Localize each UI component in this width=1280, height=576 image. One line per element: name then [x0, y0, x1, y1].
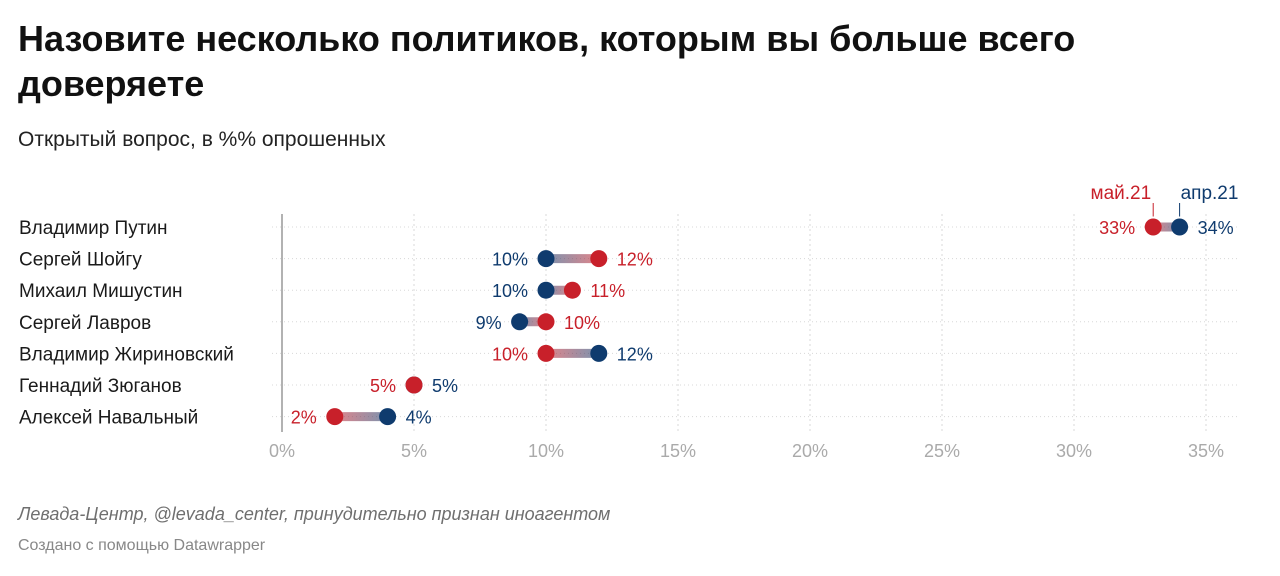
legend-apr: апр.21 [1181, 183, 1239, 204]
dot-may [537, 313, 555, 331]
value-label-apr: 10% [492, 250, 528, 270]
x-tick-label: 0% [269, 441, 295, 461]
dot-may [537, 344, 555, 362]
x-tick-label: 30% [1056, 441, 1092, 461]
dot-apr [590, 344, 608, 362]
category-label: Сергей Лавров [19, 313, 151, 334]
value-label-may: 11% [590, 281, 625, 301]
value-label-apr: 5% [432, 376, 458, 396]
category-label: Михаил Мишустин [19, 281, 183, 302]
dot-apr [537, 281, 555, 299]
dot-may [405, 376, 423, 394]
x-tick-label: 10% [528, 441, 564, 461]
datawrapper-credit: Создано с помощью Datawrapper [18, 537, 266, 554]
source-note: Левада-Центр, @levada_center, принудител… [18, 504, 611, 524]
dot-may [563, 281, 581, 299]
value-label-apr: 12% [617, 344, 653, 364]
x-tick-label: 25% [924, 441, 960, 461]
value-label-apr: 10% [492, 281, 528, 301]
value-label-may: 33% [1099, 218, 1135, 238]
category-label: Геннадий Зюганов [19, 376, 182, 397]
dot-apr [511, 313, 529, 331]
x-tick-label: 35% [1188, 441, 1224, 461]
dot-may [326, 408, 344, 426]
dot-apr [379, 408, 397, 426]
category-label: Сергей Шойгу [19, 250, 142, 271]
x-tick-label: 5% [401, 441, 427, 461]
dot-may [590, 250, 608, 268]
category-label: Алексей Навальный [19, 408, 198, 429]
value-label-may: 10% [564, 313, 600, 333]
value-label-may: 10% [492, 344, 528, 364]
dot-apr [1171, 218, 1189, 236]
legend-may: май.21 [1091, 183, 1152, 204]
dot-range-chart: 0% 5% 10% 15% 20% 25% 30% 35% Владимир Путин Серг… [19, 183, 1240, 461]
value-label-apr: 34% [1198, 218, 1234, 238]
x-tick-label: 20% [792, 441, 828, 461]
value-label-may: 12% [617, 250, 653, 270]
value-label-apr: 4% [406, 408, 432, 428]
value-label-apr: 9% [476, 313, 502, 333]
chart-title: Назовите несколько политиков, которым вы… [18, 18, 1076, 104]
x-tick-label: 15% [660, 441, 696, 461]
chart-subtitle: Открытый вопрос, в %% опрошенных [18, 128, 386, 151]
category-label: Владимир Жириновский [19, 344, 234, 365]
value-label-may: 5% [370, 376, 396, 396]
dot-may [1144, 218, 1162, 236]
value-label-may: 2% [291, 408, 317, 428]
category-label: Владимир Путин [19, 218, 168, 239]
dot-apr [537, 250, 555, 268]
